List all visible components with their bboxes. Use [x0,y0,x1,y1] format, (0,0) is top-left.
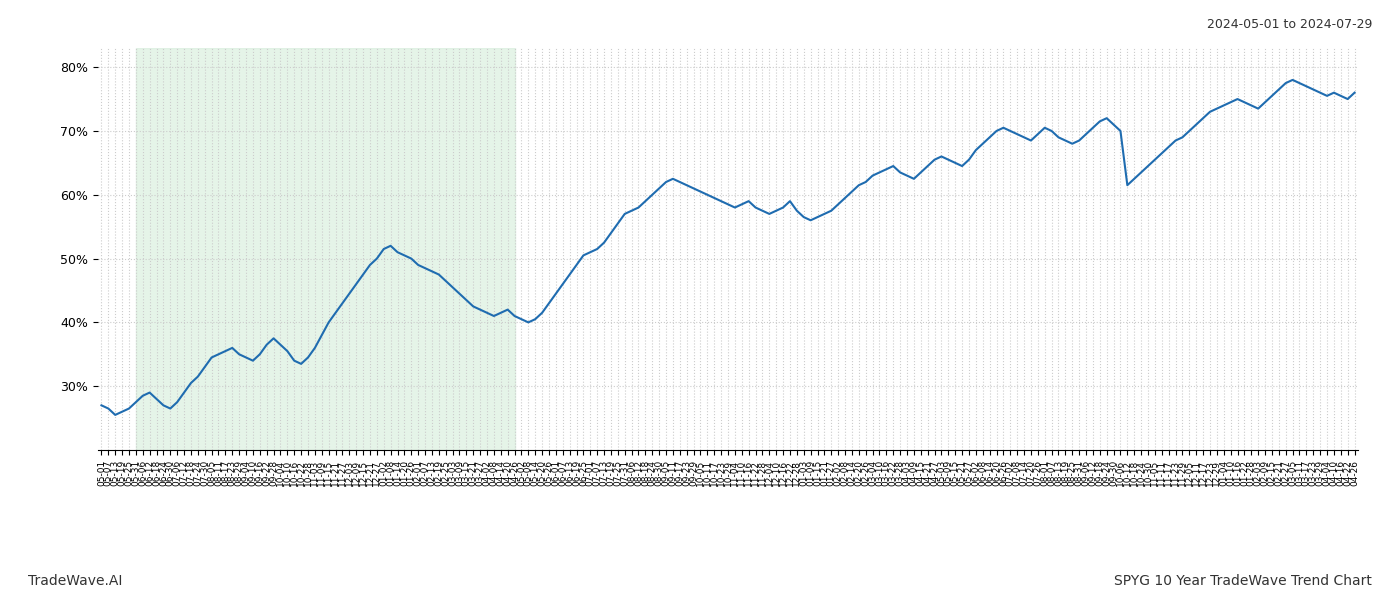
Text: TradeWave.AI: TradeWave.AI [28,574,122,588]
Bar [136,48,515,450]
Text: 2024-05-01 to 2024-07-29: 2024-05-01 to 2024-07-29 [1207,18,1372,31]
Text: SPYG 10 Year TradeWave Trend Chart: SPYG 10 Year TradeWave Trend Chart [1114,574,1372,588]
